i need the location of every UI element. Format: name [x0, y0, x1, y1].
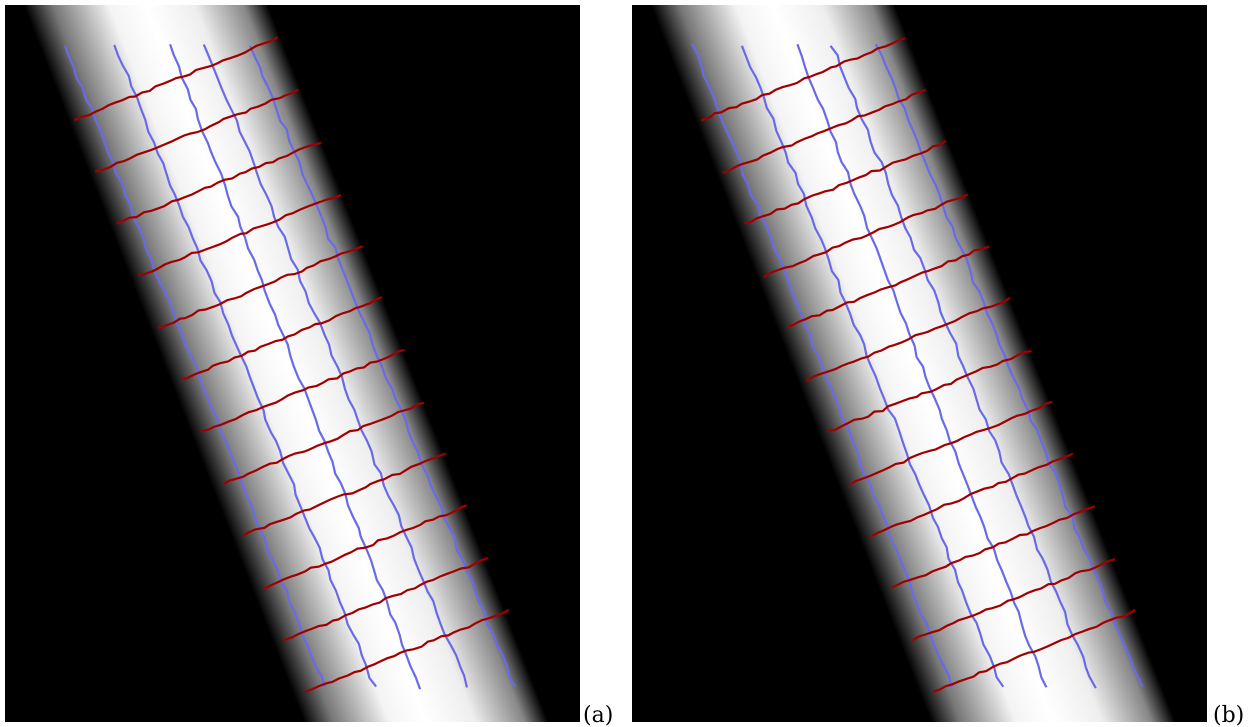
panel: [5, 5, 580, 722]
panel-label: (b): [1213, 703, 1244, 727]
panel-label: (a): [583, 703, 613, 727]
page: {"panels": [{"label": "(a)"}, {"label": …: [0, 0, 1258, 727]
figure: (a) (b): [0, 0, 1258, 727]
panels: [5, 5, 1207, 722]
panel: [632, 5, 1207, 722]
